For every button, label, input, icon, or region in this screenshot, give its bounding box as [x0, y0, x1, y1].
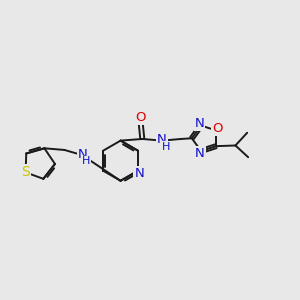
Text: N: N	[195, 147, 205, 160]
Text: H: H	[161, 142, 170, 152]
Text: N: N	[78, 148, 87, 161]
Text: N: N	[157, 133, 167, 146]
Text: N: N	[134, 167, 144, 180]
Text: S: S	[21, 165, 30, 179]
Text: O: O	[212, 122, 223, 135]
Text: N: N	[194, 117, 204, 130]
Text: O: O	[135, 111, 146, 124]
Text: H: H	[82, 156, 90, 166]
